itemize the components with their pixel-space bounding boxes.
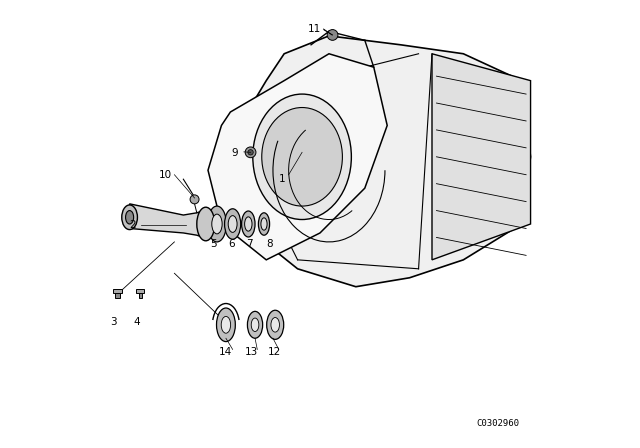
Text: 10: 10: [159, 170, 172, 180]
Circle shape: [245, 147, 256, 158]
Text: 7: 7: [246, 239, 253, 249]
Text: 6: 6: [228, 239, 235, 249]
Ellipse shape: [216, 308, 236, 341]
Ellipse shape: [244, 217, 252, 231]
Ellipse shape: [221, 316, 230, 333]
Text: 13: 13: [245, 347, 258, 357]
Text: 14: 14: [220, 347, 232, 357]
Ellipse shape: [261, 218, 267, 230]
Text: 11: 11: [308, 24, 321, 34]
Bar: [113, 289, 122, 293]
Ellipse shape: [267, 310, 284, 340]
Ellipse shape: [125, 211, 134, 224]
Circle shape: [248, 150, 253, 155]
Ellipse shape: [253, 94, 351, 220]
Text: 5: 5: [211, 239, 217, 249]
Ellipse shape: [122, 205, 138, 229]
Circle shape: [190, 195, 199, 204]
Ellipse shape: [212, 214, 222, 234]
Polygon shape: [230, 36, 531, 287]
Text: 9: 9: [232, 148, 238, 158]
Polygon shape: [432, 54, 531, 260]
Bar: [136, 289, 145, 293]
Ellipse shape: [248, 311, 262, 338]
Text: C0302960: C0302960: [476, 419, 520, 428]
Ellipse shape: [242, 211, 255, 237]
Text: 2: 2: [129, 220, 136, 230]
Ellipse shape: [259, 213, 269, 235]
Text: 8: 8: [266, 239, 273, 249]
Polygon shape: [130, 204, 206, 240]
Ellipse shape: [207, 206, 227, 242]
Ellipse shape: [271, 318, 280, 332]
Text: 3: 3: [111, 317, 117, 327]
Bar: [115, 293, 120, 298]
Text: 1: 1: [278, 174, 285, 184]
Text: 12: 12: [268, 347, 281, 357]
Ellipse shape: [225, 209, 241, 239]
Circle shape: [327, 30, 338, 40]
Ellipse shape: [197, 207, 215, 241]
Ellipse shape: [262, 108, 342, 206]
Ellipse shape: [228, 215, 237, 233]
Text: 4: 4: [134, 317, 141, 327]
Bar: [139, 293, 142, 298]
Ellipse shape: [252, 318, 259, 332]
Polygon shape: [208, 54, 387, 260]
